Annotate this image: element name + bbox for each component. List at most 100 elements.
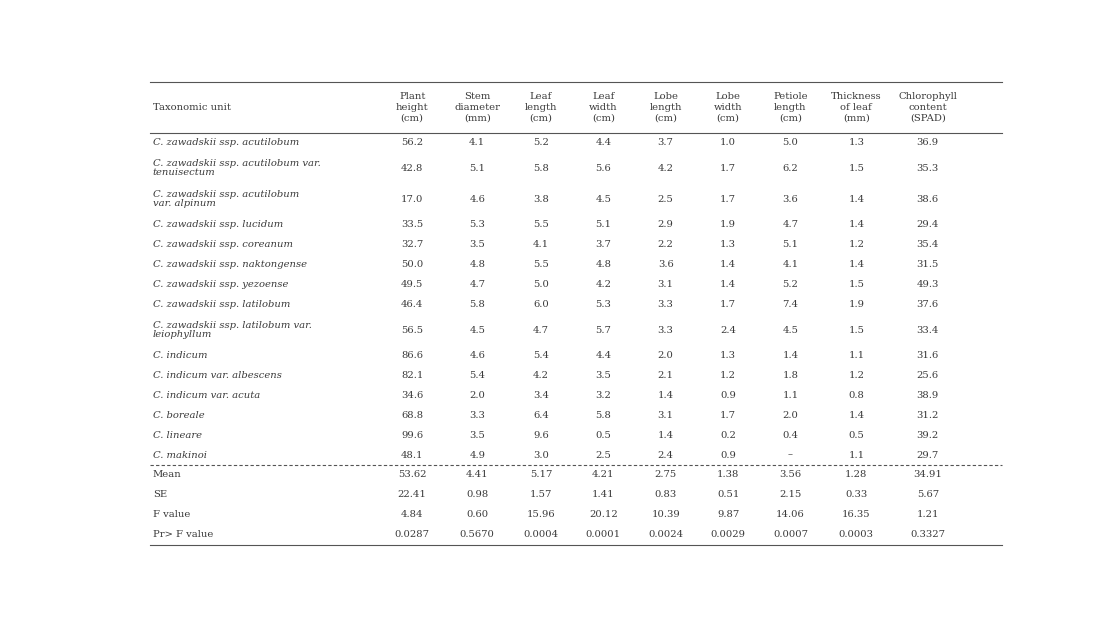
Text: 1.4: 1.4 — [657, 431, 674, 440]
Text: 4.2: 4.2 — [533, 371, 549, 380]
Text: 10.39: 10.39 — [652, 510, 680, 520]
Text: 0.5: 0.5 — [596, 431, 612, 440]
Text: 31.5: 31.5 — [917, 260, 939, 269]
Text: 1.3: 1.3 — [720, 241, 736, 249]
Text: 3.3: 3.3 — [657, 300, 674, 309]
Text: 1.4: 1.4 — [849, 411, 864, 420]
Text: 5.0: 5.0 — [533, 280, 549, 289]
Text: 4.41: 4.41 — [466, 471, 489, 479]
Text: 0.0287: 0.0287 — [395, 530, 429, 539]
Text: 6.2: 6.2 — [783, 164, 798, 172]
Text: 5.2: 5.2 — [783, 280, 798, 289]
Text: 1.7: 1.7 — [720, 164, 736, 172]
Text: 0.5: 0.5 — [849, 431, 864, 440]
Text: 1.41: 1.41 — [593, 490, 615, 499]
Text: 1.5: 1.5 — [849, 326, 864, 335]
Text: 4.1: 4.1 — [783, 260, 798, 269]
Text: 48.1: 48.1 — [401, 451, 424, 459]
Text: 2.1: 2.1 — [657, 371, 674, 380]
Text: 3.5: 3.5 — [470, 241, 485, 249]
Text: 1.1: 1.1 — [783, 391, 798, 400]
Text: C. zawadskii ssp. lucidum: C. zawadskii ssp. lucidum — [153, 220, 283, 229]
Text: 31.2: 31.2 — [917, 411, 939, 420]
Text: 2.75: 2.75 — [654, 471, 676, 479]
Text: 1.21: 1.21 — [917, 510, 939, 520]
Text: 3.1: 3.1 — [657, 411, 674, 420]
Text: 20.12: 20.12 — [589, 510, 617, 520]
Text: 3.0: 3.0 — [533, 451, 549, 459]
Text: 4.2: 4.2 — [657, 164, 674, 172]
Text: 4.8: 4.8 — [595, 260, 612, 269]
Text: 4.5: 4.5 — [595, 195, 612, 204]
Text: 1.4: 1.4 — [783, 351, 798, 360]
Text: 5.5: 5.5 — [533, 220, 549, 229]
Text: 6.0: 6.0 — [533, 300, 549, 309]
Text: 2.5: 2.5 — [596, 451, 612, 459]
Text: 0.9: 0.9 — [720, 391, 736, 400]
Text: 1.2: 1.2 — [849, 371, 864, 380]
Text: 4.1: 4.1 — [470, 138, 485, 147]
Text: 37.6: 37.6 — [917, 300, 939, 309]
Text: 6.4: 6.4 — [533, 411, 549, 420]
Text: 9.87: 9.87 — [717, 510, 739, 520]
Text: 0.0004: 0.0004 — [523, 530, 559, 539]
Text: 3.6: 3.6 — [783, 195, 798, 204]
Text: 1.7: 1.7 — [720, 411, 736, 420]
Text: 2.4: 2.4 — [657, 451, 674, 459]
Text: 1.4: 1.4 — [720, 260, 736, 269]
Text: 2.2: 2.2 — [657, 241, 674, 249]
Text: 3.5: 3.5 — [470, 431, 485, 440]
Text: Pr> F value: Pr> F value — [153, 530, 214, 539]
Text: Chlorophyll
content
(SPAD): Chlorophyll content (SPAD) — [899, 92, 957, 123]
Text: 29.7: 29.7 — [917, 451, 939, 459]
Text: 50.0: 50.0 — [401, 260, 424, 269]
Text: Lobe
length
(cm): Lobe length (cm) — [650, 92, 682, 123]
Text: 5.3: 5.3 — [470, 220, 485, 229]
Text: 9.6: 9.6 — [533, 431, 549, 440]
Text: 1.9: 1.9 — [849, 300, 864, 309]
Text: 5.1: 5.1 — [470, 164, 485, 172]
Text: 2.9: 2.9 — [657, 220, 674, 229]
Text: 3.3: 3.3 — [657, 326, 674, 335]
Text: 5.7: 5.7 — [596, 326, 612, 335]
Text: C. zawadskii ssp. acutilobum: C. zawadskii ssp. acutilobum — [153, 190, 299, 200]
Text: C. zawadskii ssp. latilobum: C. zawadskii ssp. latilobum — [153, 300, 291, 309]
Text: 49.5: 49.5 — [401, 280, 424, 289]
Text: C. zawadskii ssp. naktongense: C. zawadskii ssp. naktongense — [153, 260, 306, 269]
Text: 53.62: 53.62 — [398, 471, 426, 479]
Text: 0.9: 0.9 — [720, 451, 736, 459]
Text: 3.3: 3.3 — [470, 411, 485, 420]
Text: 2.4: 2.4 — [720, 326, 736, 335]
Text: 3.7: 3.7 — [657, 138, 674, 147]
Text: 5.5: 5.5 — [533, 260, 549, 269]
Text: 1.2: 1.2 — [720, 371, 736, 380]
Text: 34.6: 34.6 — [401, 391, 424, 400]
Text: 1.4: 1.4 — [720, 280, 736, 289]
Text: 0.8: 0.8 — [849, 391, 864, 400]
Text: Plant
height
(cm): Plant height (cm) — [396, 92, 428, 123]
Text: 1.2: 1.2 — [849, 241, 864, 249]
Text: 33.4: 33.4 — [917, 326, 939, 335]
Text: leiophyllum: leiophyllum — [153, 330, 212, 339]
Text: C. indicum var. albescens: C. indicum var. albescens — [153, 371, 282, 380]
Text: 99.6: 99.6 — [401, 431, 424, 440]
Text: 1.3: 1.3 — [849, 138, 864, 147]
Text: 29.4: 29.4 — [917, 220, 939, 229]
Text: 4.84: 4.84 — [401, 510, 424, 520]
Text: 16.35: 16.35 — [842, 510, 871, 520]
Text: 4.5: 4.5 — [783, 326, 798, 335]
Text: 5.6: 5.6 — [596, 164, 612, 172]
Text: Taxonomic unit: Taxonomic unit — [153, 102, 230, 112]
Text: 5.8: 5.8 — [533, 164, 549, 172]
Text: 17.0: 17.0 — [401, 195, 424, 204]
Text: 5.2: 5.2 — [533, 138, 549, 147]
Text: 3.1: 3.1 — [657, 280, 674, 289]
Text: 34.91: 34.91 — [913, 471, 942, 479]
Text: 82.1: 82.1 — [401, 371, 424, 380]
Text: 38.6: 38.6 — [917, 195, 939, 204]
Text: 4.21: 4.21 — [593, 471, 615, 479]
Text: 38.9: 38.9 — [917, 391, 939, 400]
Text: 0.0001: 0.0001 — [586, 530, 620, 539]
Text: 5.8: 5.8 — [470, 300, 485, 309]
Text: 39.2: 39.2 — [917, 431, 939, 440]
